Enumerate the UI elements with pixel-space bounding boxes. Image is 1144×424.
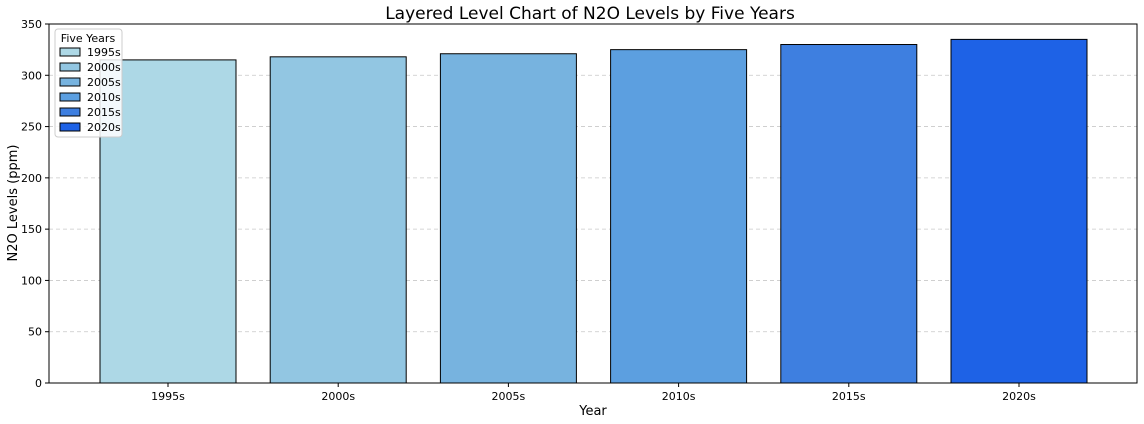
y-tick-label: 300 <box>21 69 42 82</box>
plot-frame <box>48 23 1138 384</box>
bar-2020s <box>950 38 1088 384</box>
y-tick-label: 150 <box>21 223 42 236</box>
x-axis-ticks: 1995s 2000s 2005s 2010s 2015s 2020s <box>151 383 1036 403</box>
legend: Five Years 1995s 2000s 2005s 2010s 2015s 2020… <box>54 28 123 138</box>
chart-title: Layered Level Chart of N2O Levels by Fiv… <box>385 4 795 24</box>
legend-label: 2005s <box>87 76 121 89</box>
legend-label: 2010s <box>87 91 121 104</box>
y-tick-label: 0 <box>35 377 42 390</box>
legend-label: 2015s <box>87 106 121 119</box>
x-tick-label: 2010s <box>662 390 696 403</box>
x-tick-label: 1995s <box>151 390 185 403</box>
legend-swatch <box>59 47 81 57</box>
legend-label: 2020s <box>87 121 121 134</box>
legend-swatch <box>59 122 81 132</box>
bar-1995s <box>99 59 237 384</box>
y-tick-label: 200 <box>21 172 42 185</box>
x-tick-label: 2015s <box>832 390 866 403</box>
x-tick-label: 2005s <box>492 390 526 403</box>
legend-title: Five Years <box>61 32 116 45</box>
bar-2015s <box>780 44 918 384</box>
legend-swatch <box>59 92 81 102</box>
y-axis-ticks: 0 50 100 150 200 250 300 350 <box>21 18 49 390</box>
legend-swatch <box>59 62 81 72</box>
bar-2010s <box>610 49 748 384</box>
bars <box>99 38 1088 384</box>
x-tick-label: 2020s <box>1002 390 1036 403</box>
y-tick-label: 350 <box>21 18 42 31</box>
bar-2000s <box>269 56 407 384</box>
x-tick-label: 2000s <box>321 390 355 403</box>
legend-swatch <box>59 107 81 117</box>
legend-label: 1995s <box>87 46 121 59</box>
y-tick-label: 100 <box>21 274 42 287</box>
y-tick-label: 50 <box>28 326 42 339</box>
y-tick-label: 250 <box>21 121 42 134</box>
y-axis-label: N2O Levels (ppm) <box>6 145 21 262</box>
x-axis-label: Year <box>578 404 607 419</box>
legend-items: 1995s 2000s 2005s 2010s 2015s 2020s <box>59 46 121 134</box>
bar-2005s <box>439 53 577 384</box>
legend-label: 2000s <box>87 61 121 74</box>
legend-swatch <box>59 77 81 87</box>
